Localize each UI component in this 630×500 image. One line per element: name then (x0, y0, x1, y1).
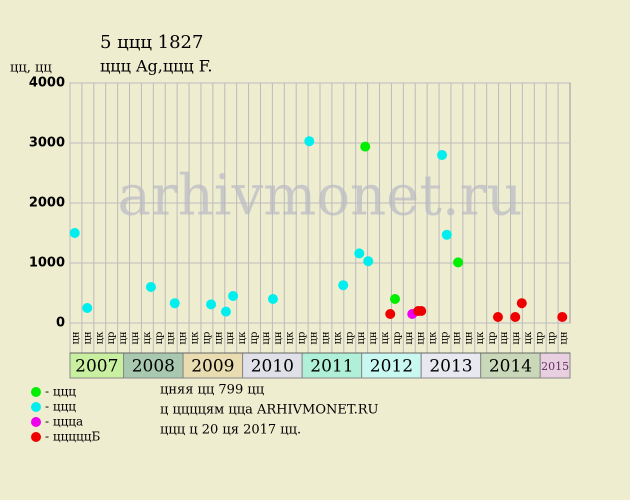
column-label: цн (559, 331, 570, 344)
column-label: цн (178, 331, 189, 344)
chart-title: 5 ццц 1827 (100, 32, 203, 53)
column-label: цн (118, 331, 129, 344)
point (441, 229, 452, 240)
column-label: цн (70, 331, 81, 344)
x-tick-label: 2008 (132, 357, 175, 377)
point (228, 291, 239, 301)
column-label: цр (487, 332, 498, 345)
column-label: цр (297, 332, 308, 345)
point (510, 312, 521, 322)
year-band (69, 352, 125, 379)
x-tick-label: 2013 (429, 357, 472, 377)
point (206, 299, 217, 310)
y-tick-label: 0 (56, 316, 65, 331)
note: ццц ц 20 ця 2017 цц. (160, 423, 301, 438)
point (338, 280, 349, 291)
column-label: цр (535, 332, 546, 345)
note: цняя цц 799 цц (160, 383, 264, 398)
point (169, 298, 180, 309)
column-label: цн (463, 331, 474, 344)
point (304, 136, 315, 147)
x-tick-label: 2009 (191, 357, 234, 377)
column-label: цк (380, 331, 391, 344)
column-label: цн (166, 331, 177, 344)
column-label: цк (475, 331, 486, 344)
year-band (480, 352, 541, 379)
point (492, 312, 503, 322)
point (145, 282, 156, 292)
column-label: цк (523, 331, 534, 344)
column-label: цр (249, 332, 260, 345)
note: ц ццццям цца ARHIVMONET.RU (160, 403, 379, 418)
column-label: цн (130, 331, 141, 344)
point (557, 312, 568, 322)
y-axis-label: цц, цц (10, 61, 52, 76)
year-band (123, 352, 184, 379)
column-label: цк (94, 331, 105, 344)
column-label: цр (106, 332, 117, 345)
legend-label: - ццц (45, 400, 76, 414)
column-label: цн (309, 331, 320, 344)
column-label: цр (154, 332, 165, 345)
legend-label: - ццц (45, 385, 76, 399)
column-label: цн (82, 331, 93, 344)
column-label: цн (320, 331, 331, 344)
point (516, 298, 527, 309)
column-label: цр (344, 332, 355, 345)
y-tick-label: 3000 (29, 136, 65, 151)
column-label: цн (261, 331, 272, 344)
legend-label: - ццца (45, 415, 83, 429)
point (220, 306, 231, 317)
x-tick-label: 2014 (489, 357, 532, 377)
legend-label: - цццццБ (45, 430, 100, 444)
x-tick-label: 2010 (251, 357, 294, 377)
column-label: цк (190, 331, 201, 344)
point (390, 294, 400, 304)
point (267, 294, 278, 304)
y-tick-label: 2000 (29, 196, 65, 211)
column-label: цк (142, 331, 153, 344)
y-tick-label: 1000 (29, 256, 65, 271)
year-band (182, 352, 244, 379)
column-label: цн (416, 331, 427, 344)
column-label: цк (285, 331, 296, 344)
legend-marker (31, 417, 41, 427)
column-label: цн (499, 331, 510, 344)
chart-subtitle: ццц Ag,ццц F. (100, 57, 212, 76)
y-tick-label: 4000 (29, 76, 65, 91)
column-label: цн (213, 331, 224, 344)
legend-marker (31, 432, 41, 442)
point (385, 309, 396, 319)
column-label: цр (201, 332, 212, 345)
column-label: цн (225, 331, 236, 344)
point (82, 303, 93, 313)
column-label: цк (237, 331, 248, 344)
column-label: цн (356, 331, 367, 344)
year-band (420, 352, 482, 379)
point (437, 150, 448, 160)
x-tick-label: 2012 (370, 357, 413, 377)
column-label: цр (547, 332, 558, 345)
column-label: цк (332, 331, 343, 344)
column-label: цр (392, 332, 403, 345)
x-tick-label: 2015 (541, 360, 569, 373)
column-label: цн (273, 331, 284, 344)
column-label: цр (440, 332, 451, 345)
column-label: цк (428, 331, 439, 344)
point (416, 306, 427, 316)
point (363, 256, 374, 267)
point (354, 248, 365, 259)
column-label: цн (404, 331, 415, 344)
point (453, 257, 464, 268)
column-label: цн (368, 331, 379, 344)
column-label: цн (511, 331, 522, 344)
point (360, 141, 371, 152)
x-tick-label: 2011 (310, 357, 353, 377)
legend-marker (31, 402, 41, 412)
point (69, 228, 80, 238)
x-tick-label: 2007 (75, 357, 118, 377)
legend-marker (31, 387, 41, 397)
column-label: цн (451, 331, 462, 344)
